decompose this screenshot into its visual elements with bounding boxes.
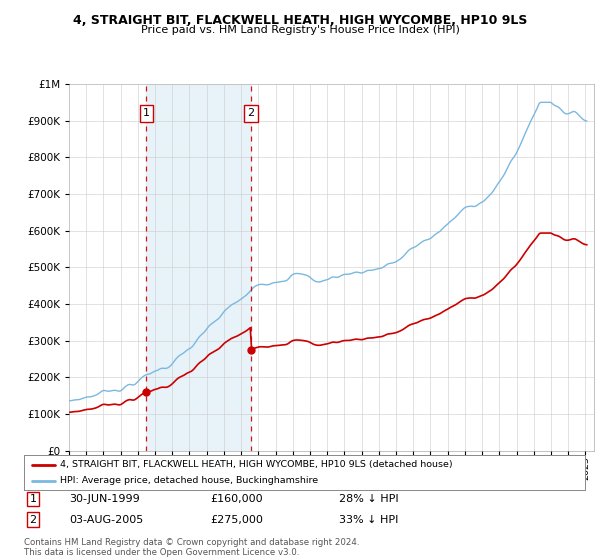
Bar	[146, 84, 251, 451]
Text: Contains HM Land Registry data © Crown copyright and database right 2024.
This d: Contains HM Land Registry data © Crown c…	[24, 538, 359, 557]
Text: 30-JUN-1999: 30-JUN-1999	[69, 494, 140, 504]
Text: 2: 2	[29, 515, 37, 525]
Text: 33% ↓ HPI: 33% ↓ HPI	[339, 515, 398, 525]
Text: £275,000: £275,000	[210, 515, 263, 525]
Text: 4, STRAIGHT BIT, FLACKWELL HEATH, HIGH WYCOMBE, HP10 9LS (detached house): 4, STRAIGHT BIT, FLACKWELL HEATH, HIGH W…	[61, 460, 453, 469]
Text: 2: 2	[248, 108, 254, 118]
Text: 03-AUG-2005: 03-AUG-2005	[69, 515, 143, 525]
Text: £160,000: £160,000	[210, 494, 263, 504]
Text: Price paid vs. HM Land Registry's House Price Index (HPI): Price paid vs. HM Land Registry's House …	[140, 25, 460, 35]
Text: 1: 1	[143, 108, 150, 118]
Text: 28% ↓ HPI: 28% ↓ HPI	[339, 494, 398, 504]
Text: 4, STRAIGHT BIT, FLACKWELL HEATH, HIGH WYCOMBE, HP10 9LS: 4, STRAIGHT BIT, FLACKWELL HEATH, HIGH W…	[73, 14, 527, 27]
Text: HPI: Average price, detached house, Buckinghamshire: HPI: Average price, detached house, Buck…	[61, 476, 319, 485]
Text: 1: 1	[29, 494, 37, 504]
